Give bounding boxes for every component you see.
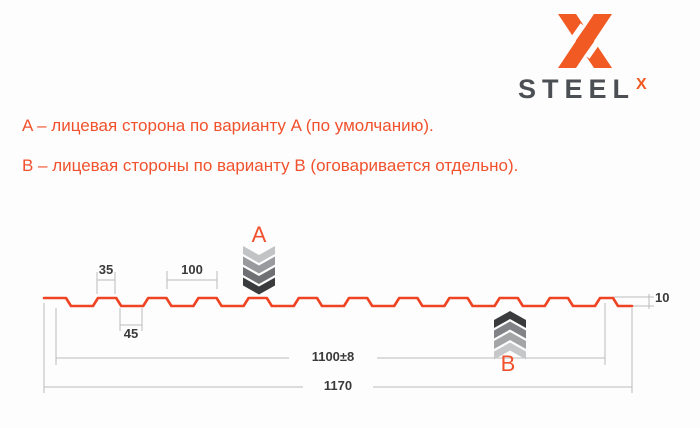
dim-label-working-width: 1100±8 bbox=[289, 350, 377, 364]
note-variant-b: B – лицевая стороны по варианту B (огова… bbox=[22, 156, 519, 175]
variant-a-arrow-icon bbox=[243, 246, 275, 295]
side-a-letter: A bbox=[251, 222, 267, 247]
dim-100-lines bbox=[166, 271, 218, 289]
dim-10-lines bbox=[613, 294, 654, 309]
side-b-letter: B bbox=[500, 351, 516, 376]
logo: STEELX bbox=[518, 12, 688, 104]
logo-sup-x: X bbox=[636, 76, 647, 93]
sheet-profile-line bbox=[42, 296, 634, 308]
logo-x-icon bbox=[558, 14, 612, 68]
dim-label-height: 10 bbox=[655, 290, 670, 305]
dim-label-rib-top: 35 bbox=[98, 262, 114, 277]
dim-label-overall-width: 1170 bbox=[303, 379, 373, 393]
dim-label-rib-pitch: 100 bbox=[181, 262, 203, 277]
dim-label-rib-bottom: 45 bbox=[123, 326, 139, 341]
logo-wordmark: STEELX bbox=[518, 74, 647, 105]
note-variant-a: A – лицевая сторона по варианту A (по ум… bbox=[22, 116, 434, 135]
logo-brand-text: STEEL bbox=[518, 74, 636, 104]
dim-35-lines bbox=[96, 272, 116, 294]
variant-b-arrow-icon bbox=[494, 311, 526, 360]
dim-45-lines bbox=[119, 308, 143, 331]
